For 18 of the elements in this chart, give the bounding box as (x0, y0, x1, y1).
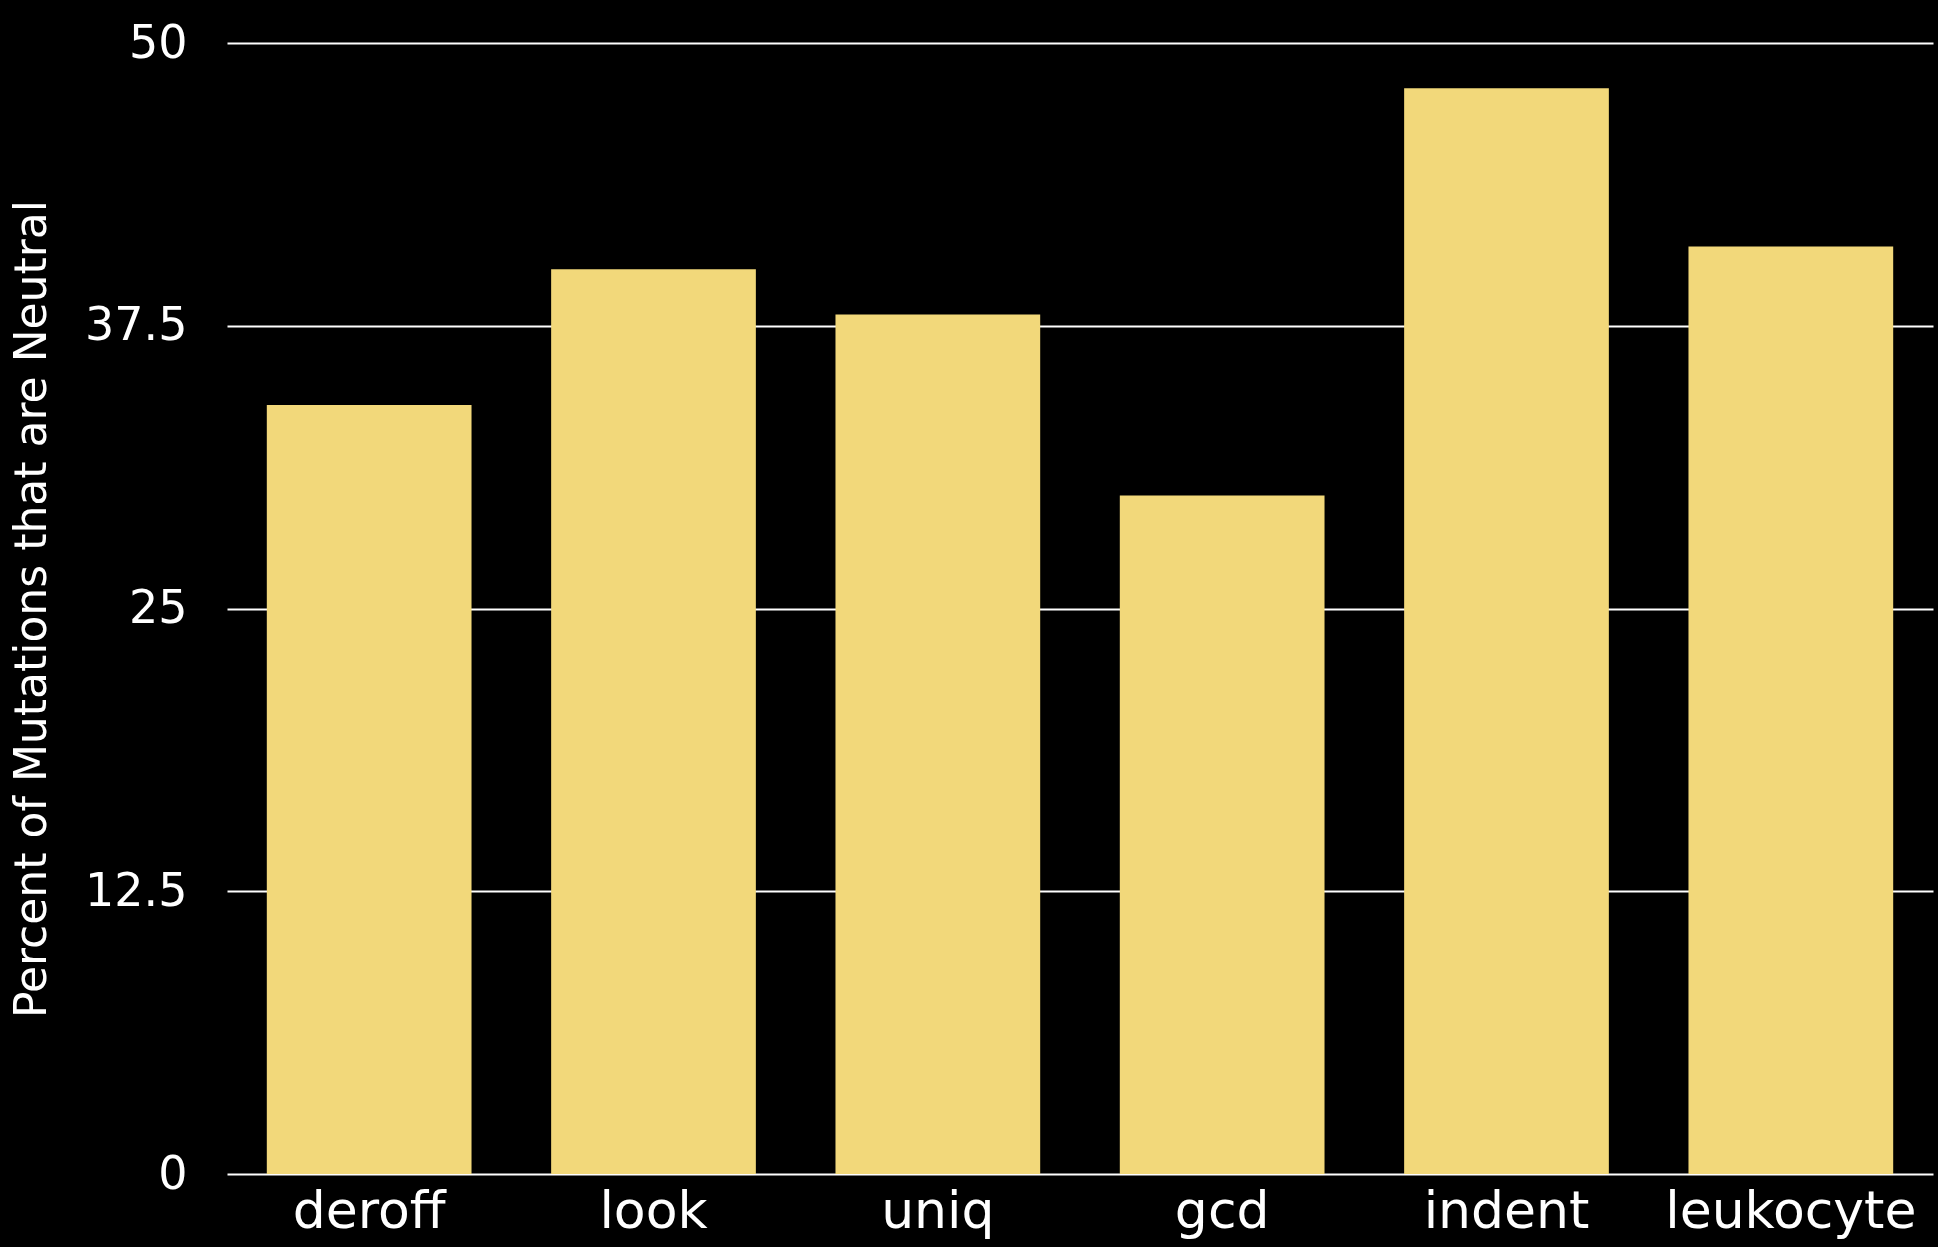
bar (266, 404, 472, 1174)
y-tick-label: 37.5 (85, 297, 188, 352)
y-axis-title: Percent of Mutations that are Neutral (5, 199, 57, 1019)
x-tick-label: uniq (881, 1179, 995, 1240)
bar (835, 314, 1041, 1174)
x-tick-label: leukocyte (1665, 1179, 1917, 1240)
bar (1688, 246, 1894, 1174)
x-tick-label: gcd (1174, 1179, 1270, 1240)
bar (1404, 88, 1609, 1174)
y-tick-label: 25 (128, 580, 188, 634)
x-tick-label: indent (1423, 1179, 1590, 1240)
y-tick-label: 12.5 (85, 862, 188, 917)
bar (551, 269, 756, 1174)
bar (1119, 495, 1325, 1174)
y-tick-label: 50 (128, 14, 188, 69)
x-tick-label: look (599, 1179, 708, 1240)
x-tick-label: deroff (292, 1179, 447, 1240)
y-tick-label: 0 (158, 1145, 188, 1200)
